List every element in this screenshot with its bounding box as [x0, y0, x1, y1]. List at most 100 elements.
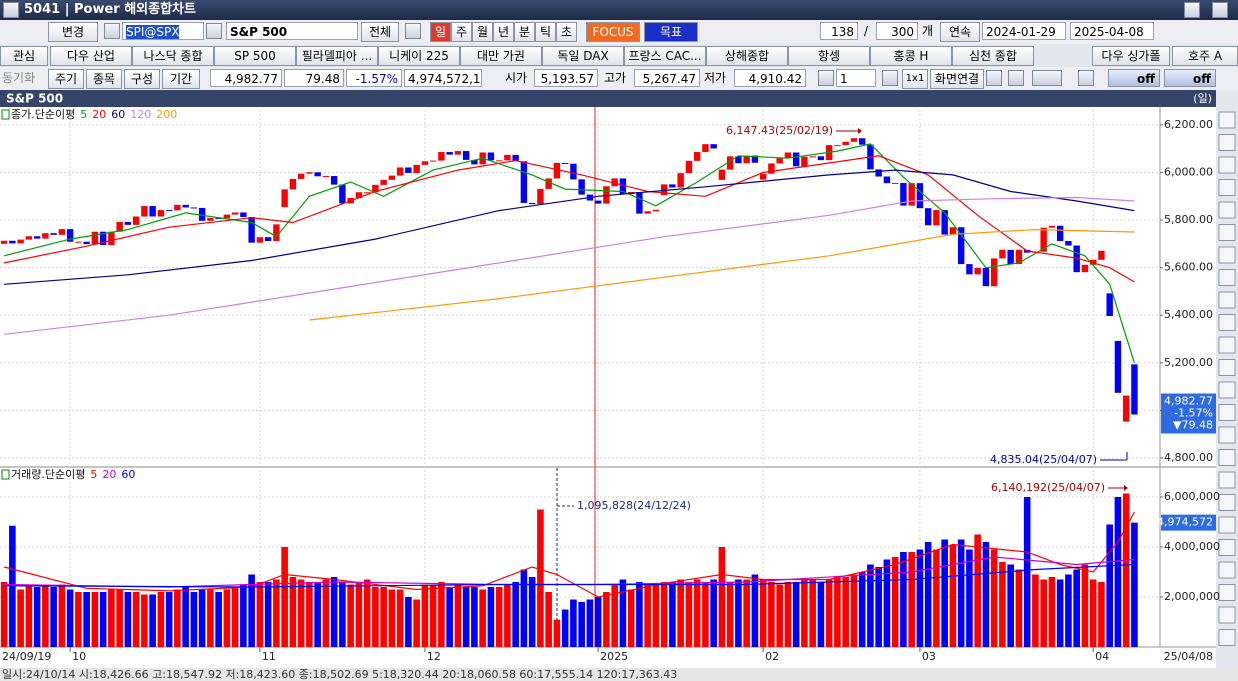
favorite-item[interactable]: 항셍	[788, 46, 870, 66]
candle-body	[512, 154, 519, 161]
favorite-item[interactable]: 필라델피아 ...	[296, 46, 378, 66]
x-tick-label: 02	[765, 650, 779, 663]
play-icon[interactable]	[1032, 70, 1062, 86]
candle-body	[446, 152, 453, 155]
candle-body	[834, 145, 841, 147]
period-button[interactable]: 분	[514, 22, 535, 42]
volume-bar	[289, 577, 297, 647]
all-button[interactable]: 전체	[361, 22, 399, 42]
candle-body	[644, 211, 651, 214]
period-button[interactable]: 틱	[535, 22, 556, 42]
volume-bar	[685, 582, 693, 647]
tool-icon	[1218, 134, 1236, 151]
candle-body	[594, 200, 602, 204]
symbol-name[interactable]: S&P 500	[226, 22, 358, 40]
focus-button[interactable]: FOCUS	[586, 22, 640, 42]
grid-button[interactable]: 1x1	[902, 69, 928, 89]
checkbox[interactable]	[818, 70, 834, 86]
volume-bar	[1098, 582, 1105, 647]
volume-bar	[982, 542, 990, 647]
star-icon[interactable]	[206, 23, 222, 39]
favorite-item[interactable]: 니케이 225	[378, 46, 460, 66]
period-button[interactable]: 일	[430, 22, 451, 42]
quote-button[interactable]: 기간	[162, 69, 200, 89]
change-pct: -1.57%	[346, 69, 402, 87]
favorite-item[interactable]: 나스닥 종합	[132, 46, 214, 66]
candle-body	[33, 236, 41, 239]
count-input[interactable]: 138	[820, 22, 858, 40]
candle-body	[99, 231, 107, 246]
favorite-item[interactable]: 독일 DAX	[542, 46, 624, 66]
favorite-item[interactable]: SP 500	[214, 46, 296, 66]
volume-bar	[66, 589, 74, 647]
candle-body	[883, 176, 891, 184]
target-button[interactable]: 목표	[644, 22, 698, 42]
refresh-icon[interactable]	[405, 23, 421, 39]
price-tag-text: ▼79.48	[1173, 419, 1213, 432]
quote-button[interactable]: 주기	[48, 69, 84, 89]
sync-label[interactable]: 동기화	[2, 71, 36, 85]
start-date[interactable]: 2024-01-29	[982, 22, 1066, 40]
candle-body	[916, 183, 924, 209]
annotation-arrow-head	[1124, 485, 1128, 491]
favorite-item[interactable]: 홍콩 H	[870, 46, 952, 66]
change-button[interactable]: 변경	[48, 22, 98, 42]
favorite-item[interactable]: 대만 가권	[460, 46, 542, 66]
candle-body	[157, 210, 165, 217]
prev-icon[interactable]	[986, 70, 1002, 86]
toggle[interactable]: off	[1108, 69, 1160, 87]
continuous-button[interactable]: 연속	[940, 22, 980, 42]
period-button[interactable]: 년	[493, 22, 514, 42]
tool-icon	[1218, 584, 1236, 601]
toggle[interactable]: off	[1164, 69, 1216, 87]
period-button[interactable]: 초	[556, 22, 577, 42]
next-icon[interactable]	[1008, 70, 1024, 86]
close-icon[interactable]	[1212, 2, 1228, 18]
high: 5,267.47	[634, 69, 700, 87]
volume-bar	[627, 589, 635, 647]
candle-body	[776, 157, 783, 164]
volume-bar	[182, 587, 189, 647]
chart-title: S&P 500	[6, 92, 63, 106]
favorite-item[interactable]: 호주 A	[1172, 46, 1238, 66]
save-icon[interactable]	[1184, 2, 1200, 18]
period-button[interactable]: 월	[472, 22, 493, 42]
link-button[interactable]: 화면연결	[930, 69, 984, 89]
tool-icon	[1218, 179, 1236, 196]
favorite-item[interactable]: 상해종합	[706, 46, 788, 66]
search-icon[interactable]	[104, 23, 120, 39]
end-date[interactable]: 2025-04-08	[1070, 22, 1154, 40]
pen-icon[interactable]	[1078, 70, 1094, 86]
candle-body	[339, 184, 346, 204]
symbol-code-box[interactable]: SPI@SPX	[122, 22, 204, 40]
candle-body	[231, 212, 239, 215]
candle-body	[281, 189, 288, 207]
favorite-item[interactable]: 프랑스 CAC...	[624, 46, 706, 66]
volume-bar	[471, 587, 478, 647]
volume-bar	[520, 569, 528, 647]
volume-bar	[248, 574, 255, 647]
volume-bar	[594, 597, 602, 647]
candle-body	[182, 204, 189, 208]
favorite-item[interactable]: 다우 산업	[50, 46, 132, 66]
favorite-item[interactable]: 다우 싱가폴	[1092, 46, 1170, 66]
favorite-item[interactable]: 심천 종합	[952, 46, 1034, 66]
quote-button[interactable]: 종목	[86, 69, 122, 89]
quote-button[interactable]: 구성	[124, 69, 160, 89]
candle-body	[124, 221, 132, 225]
period-button[interactable]: 주	[451, 22, 472, 42]
legend-entry: 5	[80, 108, 87, 121]
max-input[interactable]: 300	[876, 22, 918, 40]
candle-body	[1015, 249, 1023, 265]
volume-bar	[429, 584, 437, 647]
volume-bar	[570, 599, 577, 647]
volume-bar	[372, 587, 379, 647]
candle-body	[1122, 395, 1130, 422]
favorites-label[interactable]: 관심	[0, 46, 48, 66]
volume-bar	[116, 589, 123, 647]
y-tick-label: 2,000,000	[1164, 590, 1220, 603]
chart-count[interactable]: 1	[836, 69, 876, 87]
volume-bar	[1023, 497, 1031, 647]
app-icon	[3, 2, 19, 18]
add-icon[interactable]	[882, 70, 898, 86]
